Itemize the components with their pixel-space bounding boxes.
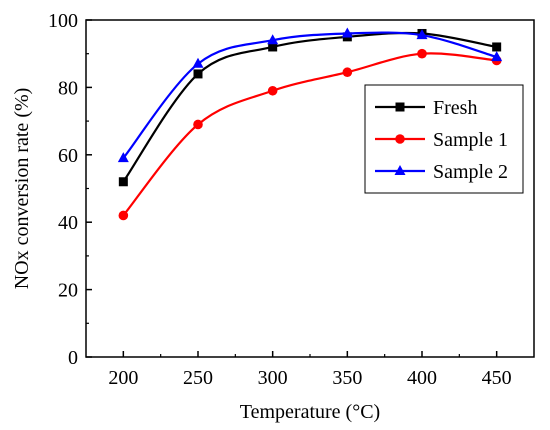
legend-marker xyxy=(395,102,405,112)
x-tick-label: 200 xyxy=(108,367,138,389)
legend-marker xyxy=(394,165,406,175)
x-tick-label: 300 xyxy=(258,367,288,389)
data-point xyxy=(491,51,503,62)
series-3 xyxy=(117,27,503,163)
plot-layer xyxy=(117,27,503,221)
y-tick-label: 60 xyxy=(58,145,78,167)
legend-label: Sample 1 xyxy=(433,129,508,151)
data-point xyxy=(492,42,502,52)
data-point xyxy=(417,48,427,59)
data-point xyxy=(342,67,353,78)
data-point xyxy=(118,177,128,187)
data-point xyxy=(267,85,278,96)
data-point xyxy=(416,29,428,40)
data-point xyxy=(192,57,204,68)
legend-marker xyxy=(395,134,405,144)
y-tick-label: 100 xyxy=(48,10,78,32)
legend: Fresh Sample 1 Sample 2 xyxy=(364,84,524,194)
axes-layer: 200 250 300 350 400 450 0 20 40 60 80 100 xyxy=(48,10,512,389)
legend-label: Sample 2 xyxy=(433,161,508,183)
data-point xyxy=(118,210,129,221)
data-point xyxy=(268,42,278,52)
x-tick-label: 400 xyxy=(407,367,437,389)
data-point xyxy=(341,27,353,38)
legend-item: Sample 1 xyxy=(375,129,508,151)
x-axis-title: Temperature (°C) xyxy=(240,401,380,423)
data-point xyxy=(117,152,129,163)
data-point xyxy=(193,69,203,79)
data-point xyxy=(267,34,279,45)
y-tick-label: 80 xyxy=(58,77,78,99)
data-point xyxy=(193,119,203,130)
y-tick-label: 40 xyxy=(58,212,78,234)
y-tick-label: 20 xyxy=(58,280,78,302)
legend-item: Fresh xyxy=(375,97,477,119)
y-tick-label: 0 xyxy=(68,347,78,369)
x-tick-label: 450 xyxy=(482,367,512,389)
y-axis-title: NOx conversion rate (%) xyxy=(11,88,33,290)
x-tick-label: 250 xyxy=(183,367,213,389)
legend-item: Sample 2 xyxy=(375,161,508,183)
x-tick-label: 350 xyxy=(332,367,362,389)
legend-label: Fresh xyxy=(433,97,477,119)
